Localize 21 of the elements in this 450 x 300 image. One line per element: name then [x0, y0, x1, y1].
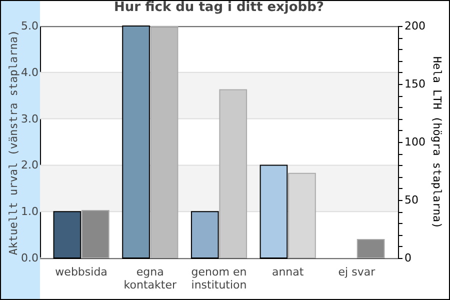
x-tick-label: annat	[272, 266, 304, 278]
y-tick-label: 0.0	[21, 252, 38, 264]
bar	[219, 89, 248, 258]
x-tick-label: genom en institution	[191, 266, 247, 292]
y2-tick-label: 100	[404, 136, 426, 148]
y-tick-label: 2.0	[21, 158, 38, 172]
y-tick-label: 1.0	[21, 205, 38, 218]
y2-tick-label: 0	[404, 252, 412, 264]
y-axis-title: Aktuellt urval (vänstra staplarna)	[7, 30, 20, 256]
x-tick-label: webbsida	[55, 266, 108, 278]
chart-title: Hur fick du tag i ditt exjobb?	[114, 0, 324, 15]
bar	[356, 238, 385, 258]
y2-tick-label: 50	[404, 194, 418, 206]
y-tick-label: 4.0	[21, 66, 38, 79]
y-tick-label: 3.0	[21, 112, 38, 126]
x-tick-label: ej svar	[338, 266, 376, 278]
y-tick-label: 5.0	[21, 20, 38, 32]
x-tick-label: egna kontakter	[124, 266, 177, 292]
y2-tick-label: 200	[404, 20, 426, 32]
y2-axis-title: Hela LTH (högra staplarna)	[430, 56, 444, 229]
y2-tick-label: 150	[404, 78, 426, 90]
